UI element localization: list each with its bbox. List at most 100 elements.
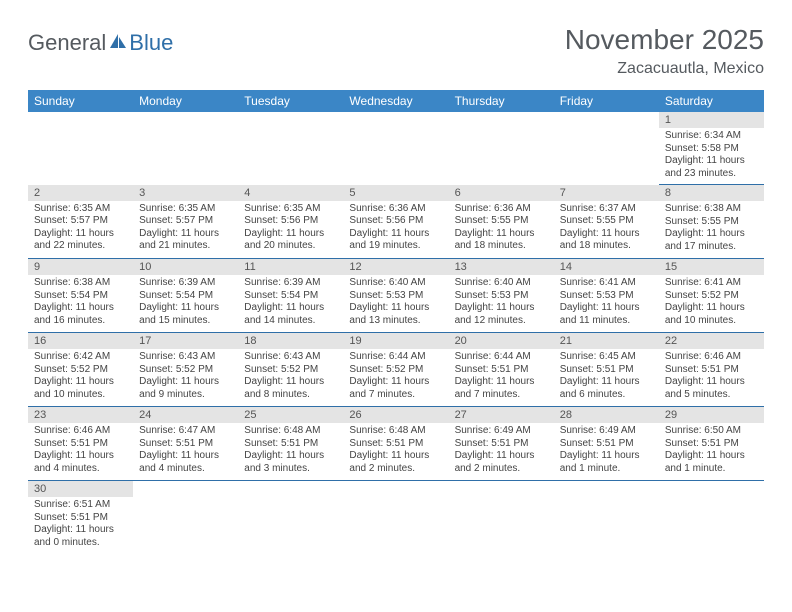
day-number: 30: [28, 481, 133, 497]
day-cell: 11Sunrise: 6:39 AMSunset: 5:54 PMDayligh…: [238, 259, 343, 333]
day-cell: 14Sunrise: 6:41 AMSunset: 5:53 PMDayligh…: [554, 259, 659, 333]
day-number: 26: [343, 407, 448, 423]
day-cell: [343, 481, 448, 555]
day-body: Sunrise: 6:39 AMSunset: 5:54 PMDaylight:…: [238, 275, 343, 331]
day-cell: 15Sunrise: 6:41 AMSunset: 5:52 PMDayligh…: [659, 259, 764, 333]
day-body: Sunrise: 6:36 AMSunset: 5:55 PMDaylight:…: [449, 201, 554, 257]
day-body: Sunrise: 6:36 AMSunset: 5:56 PMDaylight:…: [343, 201, 448, 257]
day-number: 12: [343, 259, 448, 275]
day-number: 6: [449, 185, 554, 201]
day-body: Sunrise: 6:51 AMSunset: 5:51 PMDaylight:…: [28, 497, 133, 553]
day-cell: 4Sunrise: 6:35 AMSunset: 5:56 PMDaylight…: [238, 185, 343, 259]
day-body: Sunrise: 6:42 AMSunset: 5:52 PMDaylight:…: [28, 349, 133, 405]
day-number: 11: [238, 259, 343, 275]
day-body: Sunrise: 6:37 AMSunset: 5:55 PMDaylight:…: [554, 201, 659, 257]
weekday-header: Monday: [133, 90, 238, 112]
day-body: Sunrise: 6:45 AMSunset: 5:51 PMDaylight:…: [554, 349, 659, 405]
day-cell: 25Sunrise: 6:48 AMSunset: 5:51 PMDayligh…: [238, 407, 343, 481]
day-body: Sunrise: 6:44 AMSunset: 5:52 PMDaylight:…: [343, 349, 448, 405]
day-cell: 28Sunrise: 6:49 AMSunset: 5:51 PMDayligh…: [554, 407, 659, 481]
day-cell: [133, 481, 238, 555]
day-cell: 18Sunrise: 6:43 AMSunset: 5:52 PMDayligh…: [238, 333, 343, 407]
day-body: Sunrise: 6:35 AMSunset: 5:56 PMDaylight:…: [238, 201, 343, 257]
logo: General Blue: [28, 24, 173, 56]
day-number: 24: [133, 407, 238, 423]
day-cell: 10Sunrise: 6:39 AMSunset: 5:54 PMDayligh…: [133, 259, 238, 333]
day-cell: [449, 481, 554, 555]
day-number: 18: [238, 333, 343, 349]
sail-icon: [108, 32, 128, 55]
day-cell: 8Sunrise: 6:38 AMSunset: 5:55 PMDaylight…: [659, 185, 764, 259]
day-body: Sunrise: 6:35 AMSunset: 5:57 PMDaylight:…: [28, 201, 133, 257]
logo-text-general: General: [28, 30, 106, 56]
week-row: 30Sunrise: 6:51 AMSunset: 5:51 PMDayligh…: [28, 481, 764, 555]
day-number: 14: [554, 259, 659, 275]
day-body: Sunrise: 6:40 AMSunset: 5:53 PMDaylight:…: [449, 275, 554, 331]
weekday-header-row: SundayMondayTuesdayWednesdayThursdayFrid…: [28, 90, 764, 112]
day-cell: [28, 112, 133, 185]
day-cell: [449, 112, 554, 185]
day-cell: 17Sunrise: 6:43 AMSunset: 5:52 PMDayligh…: [133, 333, 238, 407]
day-number: 2: [28, 185, 133, 201]
day-body: Sunrise: 6:48 AMSunset: 5:51 PMDaylight:…: [238, 423, 343, 479]
day-number: 27: [449, 407, 554, 423]
day-number: 9: [28, 259, 133, 275]
day-body: Sunrise: 6:39 AMSunset: 5:54 PMDaylight:…: [133, 275, 238, 331]
day-cell: 5Sunrise: 6:36 AMSunset: 5:56 PMDaylight…: [343, 185, 448, 259]
day-cell: 24Sunrise: 6:47 AMSunset: 5:51 PMDayligh…: [133, 407, 238, 481]
day-cell: 29Sunrise: 6:50 AMSunset: 5:51 PMDayligh…: [659, 407, 764, 481]
day-body: Sunrise: 6:49 AMSunset: 5:51 PMDaylight:…: [554, 423, 659, 479]
logo-text-blue: Blue: [129, 30, 173, 56]
week-row: 1Sunrise: 6:34 AMSunset: 5:58 PMDaylight…: [28, 112, 764, 185]
day-number: 7: [554, 185, 659, 201]
week-row: 16Sunrise: 6:42 AMSunset: 5:52 PMDayligh…: [28, 333, 764, 407]
day-number: 15: [659, 259, 764, 275]
day-number: 19: [343, 333, 448, 349]
day-cell: [238, 481, 343, 555]
day-cell: [238, 112, 343, 185]
day-cell: [554, 481, 659, 555]
weekday-header: Tuesday: [238, 90, 343, 112]
location: Zacacuautla, Mexico: [565, 60, 764, 78]
weekday-header: Saturday: [659, 90, 764, 112]
day-body: Sunrise: 6:34 AMSunset: 5:58 PMDaylight:…: [659, 128, 764, 184]
day-cell: 16Sunrise: 6:42 AMSunset: 5:52 PMDayligh…: [28, 333, 133, 407]
day-body: Sunrise: 6:38 AMSunset: 5:55 PMDaylight:…: [659, 201, 764, 257]
day-body: Sunrise: 6:41 AMSunset: 5:53 PMDaylight:…: [554, 275, 659, 331]
weekday-header: Friday: [554, 90, 659, 112]
day-number: 23: [28, 407, 133, 423]
day-body: Sunrise: 6:48 AMSunset: 5:51 PMDaylight:…: [343, 423, 448, 479]
day-number: 21: [554, 333, 659, 349]
day-number: 8: [659, 185, 764, 201]
day-number: 22: [659, 333, 764, 349]
day-cell: 27Sunrise: 6:49 AMSunset: 5:51 PMDayligh…: [449, 407, 554, 481]
day-number: 4: [238, 185, 343, 201]
day-cell: 23Sunrise: 6:46 AMSunset: 5:51 PMDayligh…: [28, 407, 133, 481]
day-cell: 2Sunrise: 6:35 AMSunset: 5:57 PMDaylight…: [28, 185, 133, 259]
week-row: 9Sunrise: 6:38 AMSunset: 5:54 PMDaylight…: [28, 259, 764, 333]
day-cell: 3Sunrise: 6:35 AMSunset: 5:57 PMDaylight…: [133, 185, 238, 259]
day-number: 1: [659, 112, 764, 128]
day-body: Sunrise: 6:46 AMSunset: 5:51 PMDaylight:…: [28, 423, 133, 479]
day-body: Sunrise: 6:49 AMSunset: 5:51 PMDaylight:…: [449, 423, 554, 479]
day-body: Sunrise: 6:40 AMSunset: 5:53 PMDaylight:…: [343, 275, 448, 331]
day-body: Sunrise: 6:41 AMSunset: 5:52 PMDaylight:…: [659, 275, 764, 331]
page: General Blue November 2025 Zacacuautla, …: [0, 0, 792, 565]
day-body: Sunrise: 6:38 AMSunset: 5:54 PMDaylight:…: [28, 275, 133, 331]
day-cell: 30Sunrise: 6:51 AMSunset: 5:51 PMDayligh…: [28, 481, 133, 555]
day-body: Sunrise: 6:47 AMSunset: 5:51 PMDaylight:…: [133, 423, 238, 479]
day-body: Sunrise: 6:43 AMSunset: 5:52 PMDaylight:…: [238, 349, 343, 405]
day-cell: [343, 112, 448, 185]
day-body: Sunrise: 6:46 AMSunset: 5:51 PMDaylight:…: [659, 349, 764, 405]
day-cell: [554, 112, 659, 185]
day-number: 13: [449, 259, 554, 275]
day-number: 20: [449, 333, 554, 349]
calendar-table: SundayMondayTuesdayWednesdayThursdayFrid…: [28, 90, 764, 555]
page-title: November 2025: [565, 24, 764, 56]
day-cell: 1Sunrise: 6:34 AMSunset: 5:58 PMDaylight…: [659, 112, 764, 185]
weekday-header: Sunday: [28, 90, 133, 112]
day-number: 10: [133, 259, 238, 275]
day-cell: 26Sunrise: 6:48 AMSunset: 5:51 PMDayligh…: [343, 407, 448, 481]
day-cell: [133, 112, 238, 185]
weekday-header: Thursday: [449, 90, 554, 112]
